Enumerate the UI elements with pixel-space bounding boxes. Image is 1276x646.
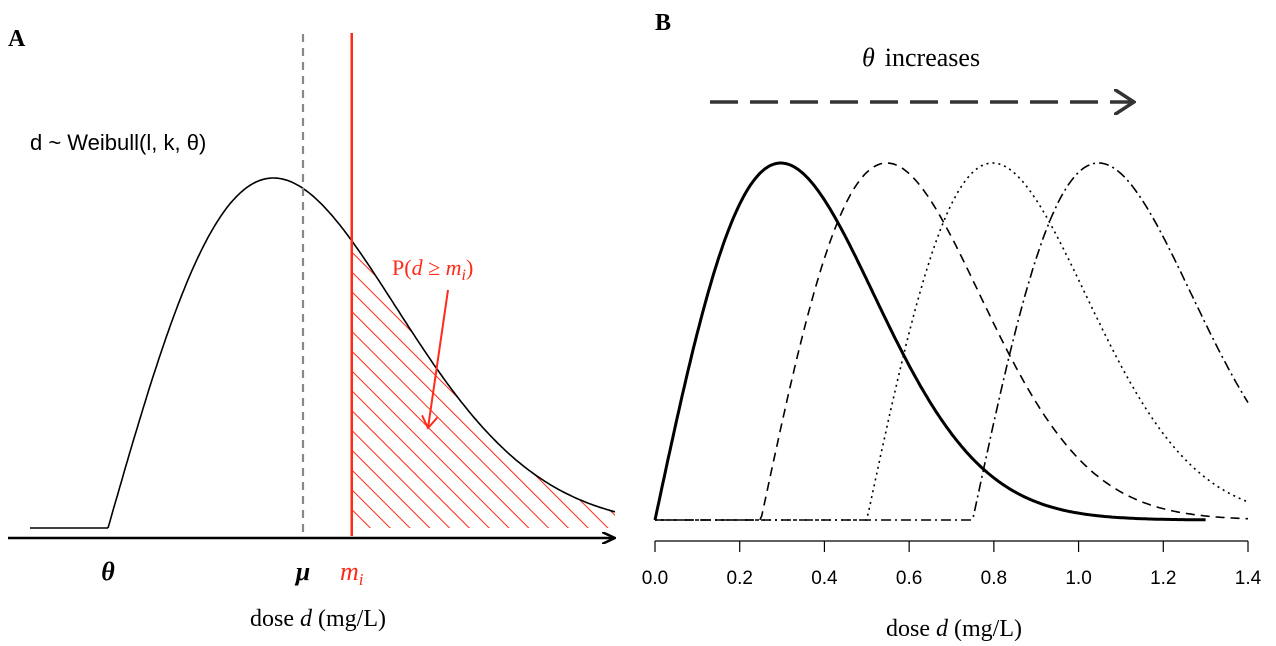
x-tick-label: 0.8 (981, 568, 1007, 589)
panel-a-x-axis-title: dose d (mg/L) (250, 606, 386, 632)
mu-marker-label: μ (294, 557, 310, 586)
panel-b-x-ticks: 0.0 0.2 0.4 0.6 0.8 1.0 1.2 1.4 (642, 541, 1262, 589)
x-tick-label: 0.6 (896, 568, 922, 589)
weibull-density-curve (107, 177, 616, 529)
theta-increases-label: θ increases (862, 43, 980, 72)
tail-probability-label: P(d ≥ mi) (392, 255, 473, 284)
panel-a-label: A (8, 26, 26, 52)
x-tick-label: 0.4 (811, 568, 838, 589)
density-series-2-dashed (655, 162, 1248, 521)
x-tick-label: 1.4 (1235, 568, 1262, 589)
density-series-1-solid (653, 161, 1206, 522)
density-series-3-dotted (655, 162, 1249, 521)
panel-b-x-axis-title: dose d (mg/L) (886, 616, 1022, 642)
panel-b: B θ increases 0.0 0.2 0.4 0.6 0.8 1.0 1.2 1.4 do… (642, 10, 1262, 642)
theta-marker-label: θ (101, 557, 115, 586)
panel-a: A d ~ Weibull(l, k, θ) P(d ≥ mi) θ μ mi … (8, 26, 615, 632)
x-tick-label: 1.0 (1065, 568, 1091, 589)
mi-marker-label: mi (340, 557, 364, 589)
shaded-tail-region (351, 240, 615, 529)
x-tick-label: 0.2 (727, 568, 753, 589)
tail-probability-arrow (428, 289, 449, 428)
x-tick-label: 1.2 (1150, 568, 1176, 589)
weibull-formula-label: d ~ Weibull(l, k, θ) (30, 130, 206, 155)
x-tick-label: 0.0 (642, 568, 668, 589)
density-series-4-dotdash (655, 162, 1249, 521)
panel-b-series (653, 161, 1249, 522)
panel-b-label: B (655, 10, 671, 36)
